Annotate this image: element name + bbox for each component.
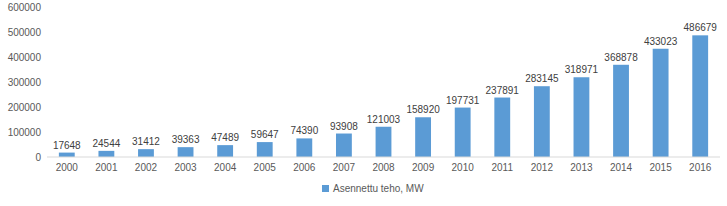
y-tick-label: 500000: [8, 27, 42, 38]
legend-label: Asennettu teho, MW: [333, 183, 424, 194]
data-label: 197731: [446, 95, 480, 106]
bar: [296, 138, 312, 157]
x-tick-label: 2012: [531, 162, 554, 173]
x-tick-label: 2004: [214, 162, 237, 173]
x-tick-label: 2016: [689, 162, 712, 173]
x-axis-line: [47, 157, 720, 158]
bar: [415, 117, 431, 157]
x-tick-label: 2010: [452, 162, 475, 173]
y-tick-label: 0: [35, 152, 41, 163]
x-tick-label: 2014: [610, 162, 633, 173]
x-tick-label: 2009: [412, 162, 435, 173]
bar: [613, 65, 629, 157]
y-tick-label: 300000: [8, 77, 42, 88]
y-tick-label: 100000: [8, 127, 42, 138]
data-label: 39363: [172, 134, 200, 145]
data-label: 318971: [565, 64, 599, 75]
data-label: 47489: [211, 132, 239, 143]
data-label: 31412: [132, 136, 160, 147]
bar: [455, 108, 471, 157]
data-label: 158920: [406, 104, 440, 115]
chart-svg: 0 100000 200000 300000 400000 500000 600000 176…: [0, 0, 727, 206]
bar: [178, 147, 194, 157]
bar: [138, 149, 154, 157]
x-tick-label: 2002: [135, 162, 158, 173]
chart-container: 0 100000 200000 300000 400000 500000 600000 176…: [0, 0, 727, 206]
bar: [376, 127, 392, 157]
bar: [257, 142, 273, 157]
x-tick-label: 2000: [56, 162, 79, 173]
bar: [217, 145, 233, 157]
data-label: 93908: [330, 121, 358, 132]
legend: Asennettu teho, MW: [322, 183, 424, 194]
x-tick-label: 2015: [649, 162, 672, 173]
data-label: 368878: [604, 52, 638, 63]
data-label: 74390: [290, 125, 318, 136]
bar: [494, 98, 510, 157]
data-label: 59647: [251, 129, 279, 140]
bar: [336, 134, 352, 157]
x-tick-label: 2005: [254, 162, 277, 173]
x-tick-label: 2003: [174, 162, 197, 173]
bar: [534, 86, 550, 157]
labels-group: 17648 24544 31412 39363 47489 59647 74390 93908…: [53, 22, 717, 150]
y-tick-label: 200000: [8, 102, 42, 113]
bar: [574, 77, 590, 157]
data-label: 237891: [486, 85, 520, 96]
bar: [692, 35, 708, 157]
data-label: 17648: [53, 140, 81, 151]
legend-swatch: [322, 185, 329, 192]
bar: [98, 151, 114, 157]
data-label: 121003: [367, 114, 401, 125]
data-label: 486679: [684, 22, 718, 33]
x-tick-label: 2006: [293, 162, 316, 173]
data-label: 283145: [525, 73, 559, 84]
y-tick-label: 400000: [8, 52, 42, 63]
x-tick-label: 2007: [333, 162, 356, 173]
data-label: 433023: [644, 36, 678, 47]
bar: [653, 49, 669, 157]
bar: [59, 153, 75, 157]
data-label: 24544: [92, 138, 120, 149]
y-tick-label: 600000: [8, 2, 42, 13]
bars-group: [59, 35, 708, 157]
x-tick-label: 2013: [570, 162, 593, 173]
x-tick-label: 2001: [95, 162, 118, 173]
x-tick-label: 2011: [492, 162, 514, 173]
x-tick-label: 2008: [372, 162, 395, 173]
